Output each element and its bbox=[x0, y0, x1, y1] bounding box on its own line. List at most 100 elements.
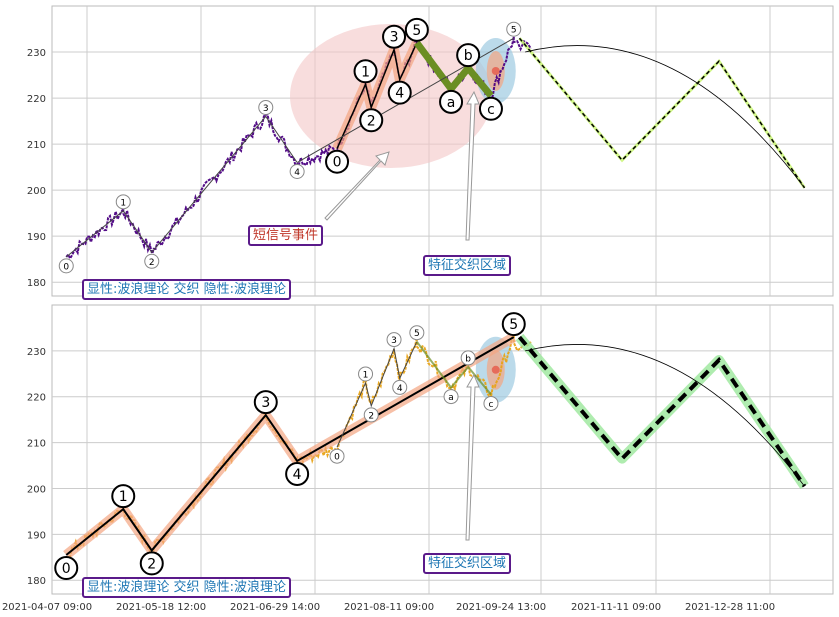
wave-label-5: 5 bbox=[501, 312, 526, 337]
wave-label-4: 4 bbox=[392, 379, 408, 395]
wave-label-circle bbox=[115, 194, 131, 210]
wave-label-text: 0 bbox=[63, 262, 69, 272]
wave-label-0: 0 bbox=[325, 149, 350, 174]
wave-label-text: a bbox=[448, 393, 454, 403]
feature-zone-center bbox=[491, 66, 500, 75]
legend-box-top: 显性:波浪理论 交织 隐性:波浪理论 bbox=[82, 279, 292, 300]
wave-label-text: b bbox=[464, 48, 473, 64]
wave-label-2: 2 bbox=[359, 108, 384, 133]
feature-zone-label-top: 特征交织区域 bbox=[423, 255, 512, 276]
wave-label-circle bbox=[443, 389, 459, 405]
wave-label-text: 2 bbox=[147, 556, 156, 572]
plot-frame bbox=[51, 304, 834, 595]
wave-label-3: 3 bbox=[386, 332, 402, 348]
wave-label-text: 0 bbox=[334, 453, 340, 463]
y-tick-label: 210 bbox=[27, 140, 46, 151]
wave-label-5: 5 bbox=[409, 325, 425, 341]
short-signal-label: 短信号事件 bbox=[248, 225, 324, 246]
wave-label-5: 5 bbox=[506, 21, 522, 37]
wave-label-text: 3 bbox=[390, 30, 399, 46]
wave-label-circle bbox=[353, 59, 378, 84]
wave-label-3: 3 bbox=[382, 24, 407, 49]
wave-label-5: 5 bbox=[404, 17, 429, 42]
wave-label-text: a bbox=[447, 95, 456, 111]
wave-label-text: c bbox=[488, 400, 493, 410]
wave-label-text: 2 bbox=[367, 113, 376, 129]
wave-label-circle bbox=[460, 350, 476, 366]
wave-label-circle bbox=[387, 80, 412, 105]
wave-label-text: 0 bbox=[62, 561, 71, 577]
projection-arc bbox=[525, 344, 805, 487]
wave-label-text: 1 bbox=[119, 489, 128, 505]
wave-label-circle bbox=[54, 556, 79, 581]
wave-label-3: 3 bbox=[253, 390, 278, 415]
wave-label-circle bbox=[111, 484, 136, 509]
panel-top: 180 190 200 210 220 230 0 1 2 3 4 0 1 2 3 4 5 a b c 5 bbox=[27, 5, 834, 297]
y-tick-label: 200 bbox=[27, 186, 46, 197]
wave-label-circle bbox=[483, 395, 499, 411]
wave-label-circle bbox=[58, 258, 74, 274]
wave-label-2: 2 bbox=[144, 253, 160, 269]
wave-label-1: 1 bbox=[115, 194, 131, 210]
wave-label-b: b bbox=[460, 350, 476, 366]
wave-label-text: 4 bbox=[293, 467, 302, 483]
forecast-line bbox=[518, 37, 806, 189]
y-tick-label: 220 bbox=[27, 393, 46, 404]
wave-label-text: 0 bbox=[333, 155, 342, 171]
wave-label-2: 2 bbox=[139, 551, 164, 576]
x-tick-label: 2021-12-28 11:00 bbox=[685, 602, 775, 613]
wave-label-text: 2 bbox=[368, 411, 374, 421]
x-tick-label: 2021-05-18 12:00 bbox=[116, 602, 206, 613]
plot-frame bbox=[51, 5, 834, 297]
wave-label-1: 1 bbox=[111, 484, 136, 509]
wave-label-circle bbox=[409, 325, 425, 341]
wave-label-4: 4 bbox=[285, 461, 310, 486]
wave-label-circle bbox=[386, 332, 402, 348]
short-signal-arrow bbox=[324, 151, 390, 221]
wave-label-1: 1 bbox=[358, 366, 374, 382]
feature-zone-arrow bbox=[465, 90, 480, 241]
wave-label-circle bbox=[363, 407, 379, 423]
y-tick-label: 230 bbox=[27, 347, 46, 358]
feature-zone-arrow bbox=[465, 373, 480, 541]
y-tick-label: 200 bbox=[27, 484, 46, 495]
x-tick-label: 2021-09-24 13:00 bbox=[456, 602, 546, 613]
wave-label-1: 1 bbox=[353, 59, 378, 84]
x-tick-label: 2021-11-11 09:00 bbox=[571, 602, 661, 613]
impulse-line bbox=[65, 336, 515, 556]
projection-arc bbox=[525, 45, 805, 189]
wave-label-a: a bbox=[439, 89, 464, 114]
wave-label-circle bbox=[404, 17, 429, 42]
feature-zone-label-bottom: 特征交织区域 bbox=[423, 553, 512, 574]
minor-wave-line bbox=[65, 115, 298, 258]
wave-label-4: 4 bbox=[387, 80, 412, 105]
wave-label-text: 5 bbox=[511, 26, 517, 36]
wave-label-circle bbox=[139, 551, 164, 576]
wave-label-text: 4 bbox=[294, 168, 300, 178]
x-tick-label: 2021-08-11 09:00 bbox=[344, 602, 434, 613]
wave-label-text: 1 bbox=[361, 64, 370, 80]
wave-label-circle bbox=[285, 461, 310, 486]
panel-bottom: 180 190 200 210 220 230 0 1 2 3 4 0 1 2 3 4 5 a b c 5 bbox=[27, 304, 834, 595]
y-tick-label: 180 bbox=[27, 576, 46, 587]
wave-label-c: c bbox=[483, 395, 499, 411]
y-tick-label: 180 bbox=[27, 278, 46, 289]
legend-box-bottom: 显性:波浪理论 交织 隐性:波浪理论 bbox=[82, 577, 292, 598]
wave-label-text: 1 bbox=[363, 370, 369, 380]
forecast-band bbox=[515, 333, 809, 490]
wave-label-circle bbox=[382, 24, 407, 49]
wave-label-4: 4 bbox=[289, 164, 305, 180]
wave-label-circle bbox=[506, 21, 522, 37]
wave-label-circle bbox=[144, 253, 160, 269]
wave-label-text: 3 bbox=[391, 336, 397, 346]
wave-label-circle bbox=[289, 164, 305, 180]
wave-label-0: 0 bbox=[329, 448, 345, 464]
wave-label-circle bbox=[253, 390, 278, 415]
wave-label-text: 5 bbox=[412, 23, 421, 39]
wave-label-circle bbox=[325, 149, 350, 174]
wave-label-circle bbox=[439, 89, 464, 114]
wave-label-circle bbox=[392, 379, 408, 395]
feature-zone-center bbox=[491, 365, 500, 374]
wave-label-3: 3 bbox=[258, 99, 274, 115]
